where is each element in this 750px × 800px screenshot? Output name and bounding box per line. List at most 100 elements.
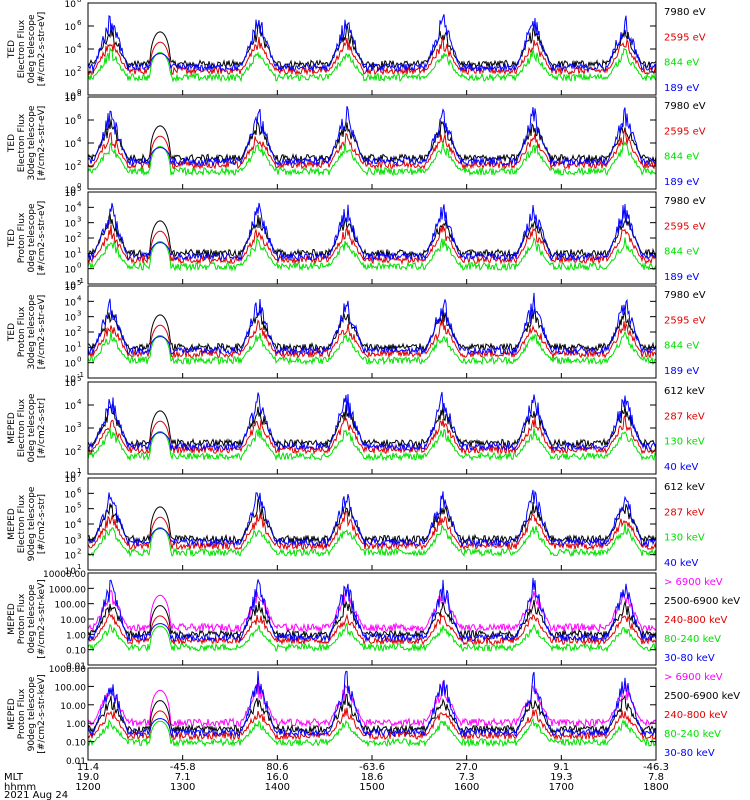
y-tick-label: 10 xyxy=(65,220,77,230)
legend-entry: 240-800 keV xyxy=(664,710,728,721)
x-tick-label: 7.3 xyxy=(459,772,475,783)
y-tick-label: 10 xyxy=(65,250,77,260)
x-tick-label: 1300 xyxy=(170,782,195,793)
x-tick-label: 1800 xyxy=(643,782,668,793)
series-line-green xyxy=(87,140,657,177)
legend-entry: 130 keV xyxy=(664,437,705,448)
legend-entry: 2595 eV xyxy=(664,315,706,326)
y-tick-exponent: 5 xyxy=(77,375,81,383)
y-tick-label: 0.10 xyxy=(66,647,86,657)
y-tick-label: 10.00 xyxy=(60,702,86,712)
y-axis-label: MEPED xyxy=(7,508,17,540)
series-line-red xyxy=(87,224,657,266)
y-axis-label: [#/cm2-s-str] xyxy=(37,398,47,458)
y-axis-label: [#/cm2-s-str-eV] xyxy=(37,295,47,370)
y-tick-label: 10.00 xyxy=(60,616,86,626)
y-axis-label: TED xyxy=(7,323,17,342)
y-tick-label: 10 xyxy=(65,490,77,500)
series-line-blue xyxy=(87,391,657,452)
y-axis-label: 0deg telescope xyxy=(27,584,37,654)
y-axis-label: TED xyxy=(7,134,17,153)
y-tick-label: 1.00 xyxy=(66,631,86,641)
series-line-black xyxy=(87,307,657,353)
y-tick-label: 10 xyxy=(65,425,77,435)
legend-entry: 844 eV xyxy=(664,152,699,163)
y-tick-label: 10 xyxy=(65,23,77,33)
series-line-green xyxy=(87,46,657,83)
series-line-blue xyxy=(87,105,657,167)
y-tick-label: 10 xyxy=(65,402,77,412)
y-axis-label: 30deg telescope xyxy=(27,294,37,369)
x-tick-label: 1600 xyxy=(454,782,479,793)
y-tick-label: 10 xyxy=(65,281,77,291)
series-line-black xyxy=(87,404,657,449)
x-tick-label: 1400 xyxy=(265,782,290,793)
y-axis-label: Electron Flux xyxy=(17,494,27,553)
y-axis-label: TED xyxy=(7,229,17,248)
y-tick-exponent: -1 xyxy=(77,371,84,379)
y-axis-label: Electron Flux xyxy=(17,19,27,78)
y-axis-label: 30deg telescope xyxy=(27,105,37,180)
y-tick-exponent: 1 xyxy=(77,246,81,254)
series-line-red xyxy=(87,613,656,647)
y-tick-exponent: 2 xyxy=(77,159,81,167)
legend-entry: 189 eV xyxy=(664,272,699,283)
y-tick-exponent: 3 xyxy=(77,310,81,318)
series-line-black xyxy=(87,693,657,735)
y-tick-exponent: 4 xyxy=(77,517,82,525)
y-tick-label: 10 xyxy=(65,94,77,104)
legend-entry: 40 keV xyxy=(664,462,698,473)
legend-entry: 2595 eV xyxy=(664,221,706,232)
series-line-green xyxy=(87,717,657,748)
y-tick-label: 0.01 xyxy=(66,662,86,672)
y-tick-label: 10 xyxy=(65,314,77,324)
legend-entry: 2595 eV xyxy=(664,126,706,137)
legend-entry: 287 keV xyxy=(664,411,705,422)
y-tick-label: 10 xyxy=(65,360,77,370)
series-line-red xyxy=(87,511,657,552)
series-line-blue xyxy=(87,14,657,73)
legend-entry: 844 eV xyxy=(664,58,699,69)
y-tick-label: 10 xyxy=(65,189,77,199)
legend-entry: 844 eV xyxy=(664,341,699,352)
series-line-black xyxy=(87,24,657,70)
legend-entry: > 6900 keV xyxy=(664,577,723,588)
y-axis-label: TED xyxy=(7,40,17,59)
y-axis-label: MEPED xyxy=(7,698,17,730)
y-tick-label: 10 xyxy=(65,69,77,79)
y-tick-exponent: 3 xyxy=(77,216,81,224)
y-axis-label: Proton Flux xyxy=(17,212,27,263)
y-axis-label: 90deg telescope xyxy=(27,486,37,561)
y-tick-label: 10 xyxy=(65,375,77,385)
series-line-magenta xyxy=(87,588,657,633)
y-tick-label: 10 xyxy=(65,552,77,562)
y-tick-exponent: 1 xyxy=(77,563,81,571)
series-line-black xyxy=(87,599,657,640)
y-tick-exponent: 7 xyxy=(77,471,81,479)
y-tick-label: 10000.00 xyxy=(43,570,86,580)
series-line-black xyxy=(87,498,657,545)
legend-entry: 2500-6900 keV xyxy=(664,596,740,607)
y-tick-exponent: 0 xyxy=(77,356,81,364)
x-tick-label: -46.3 xyxy=(643,762,669,773)
legend-entry: 189 eV xyxy=(664,177,699,188)
y-tick-label: 1000.00 xyxy=(49,665,86,675)
y-tick-exponent: 4 xyxy=(77,398,82,406)
series-line-black xyxy=(87,119,657,164)
y-tick-label: 100.00 xyxy=(55,683,87,693)
y-tick-label: 10 xyxy=(65,506,77,516)
panel-frame xyxy=(87,191,657,285)
x-tick-label: 80.6 xyxy=(266,762,288,773)
y-tick-label: 10 xyxy=(65,163,77,173)
x-tick-label: 18.6 xyxy=(361,772,383,783)
y-tick-exponent: 2 xyxy=(77,65,81,73)
y-tick-exponent: 5 xyxy=(77,502,81,510)
x-tick-label: 7.1 xyxy=(175,772,191,783)
y-tick-exponent: 5 xyxy=(77,185,81,193)
legend-entry: 30-80 keV xyxy=(664,653,715,664)
x-row-label: hhmm xyxy=(4,782,36,793)
